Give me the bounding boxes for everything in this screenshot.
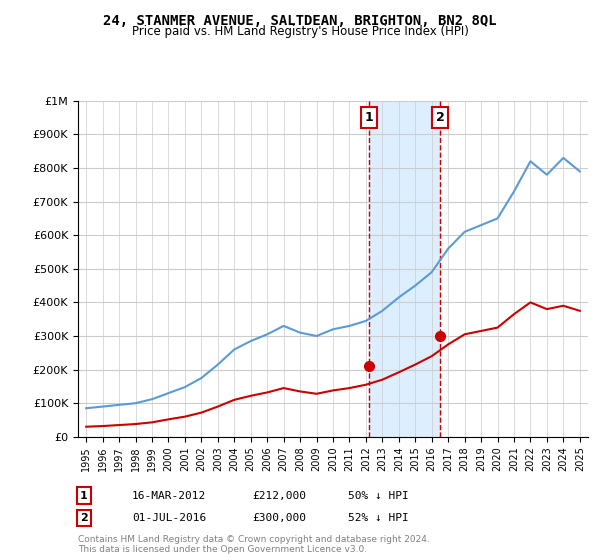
Text: 01-JUL-2016: 01-JUL-2016 xyxy=(132,513,206,523)
Text: 50% ↓ HPI: 50% ↓ HPI xyxy=(348,491,409,501)
Text: 2: 2 xyxy=(80,513,88,523)
Text: £212,000: £212,000 xyxy=(252,491,306,501)
Text: 16-MAR-2012: 16-MAR-2012 xyxy=(132,491,206,501)
Text: Price paid vs. HM Land Registry's House Price Index (HPI): Price paid vs. HM Land Registry's House … xyxy=(131,25,469,38)
Text: 1: 1 xyxy=(365,111,374,124)
Text: 2: 2 xyxy=(436,111,445,124)
Text: 52% ↓ HPI: 52% ↓ HPI xyxy=(348,513,409,523)
Bar xyxy=(369,101,440,437)
Text: 24, STANMER AVENUE, SALTDEAN, BRIGHTON, BN2 8QL: 24, STANMER AVENUE, SALTDEAN, BRIGHTON, … xyxy=(103,14,497,28)
Text: Contains HM Land Registry data © Crown copyright and database right 2024.
This d: Contains HM Land Registry data © Crown c… xyxy=(78,535,430,554)
Text: 1: 1 xyxy=(80,491,88,501)
Text: £300,000: £300,000 xyxy=(252,513,306,523)
